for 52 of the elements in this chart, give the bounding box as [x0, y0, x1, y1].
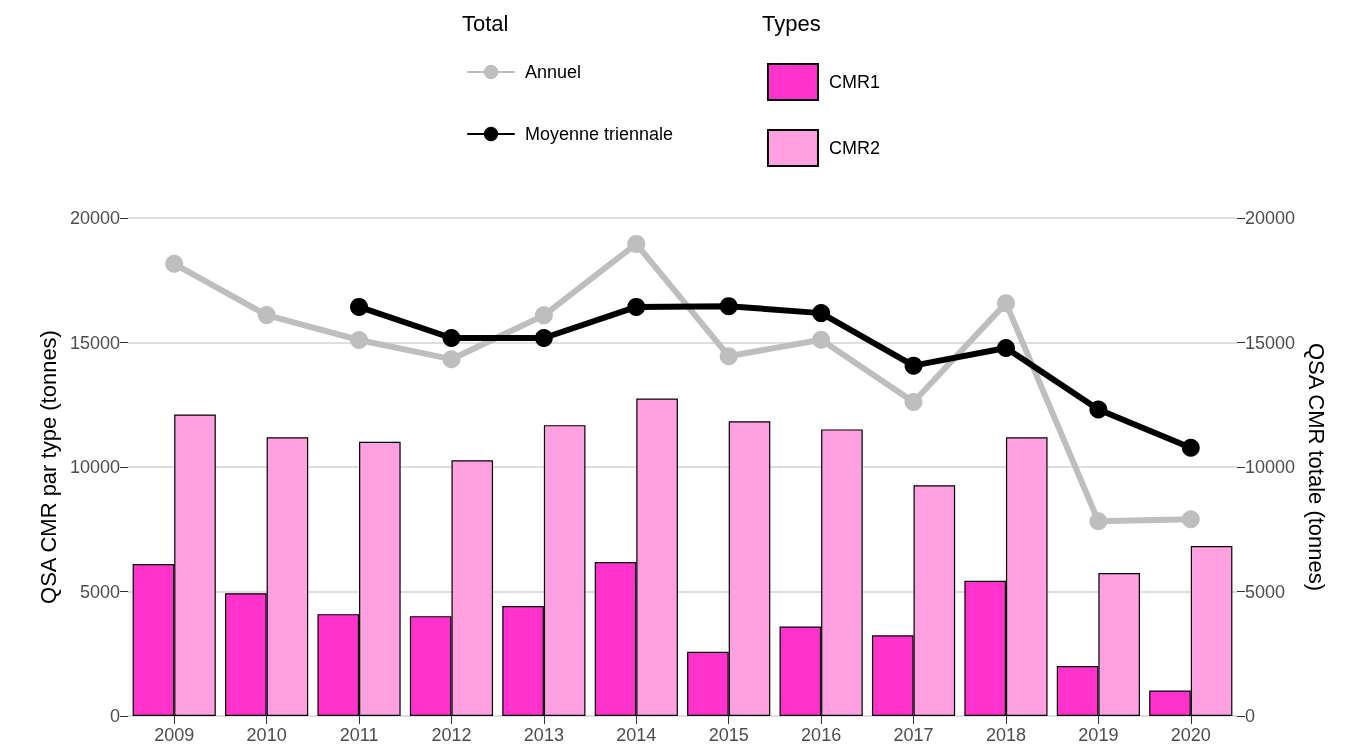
y2-tick-label: 20000	[1245, 208, 1296, 228]
legend-label: CMR2	[829, 138, 881, 158]
x-tick-label: 2020	[1170, 725, 1211, 745]
y-axis-title: QSA CMR par type (tonnes)	[35, 330, 61, 604]
y-tick-label: 10000	[69, 457, 120, 477]
point	[996, 294, 1015, 313]
point	[719, 297, 738, 316]
point	[812, 304, 831, 323]
x-tick-label: 2018	[985, 725, 1026, 745]
point	[996, 338, 1015, 357]
point	[442, 329, 461, 348]
text: Total	[462, 10, 509, 36]
point	[1089, 512, 1108, 531]
x-tick-label: 2017	[893, 725, 934, 745]
point	[719, 347, 738, 366]
legend-label: CMR1	[829, 72, 881, 92]
x-tick-label: 2015	[708, 725, 749, 745]
y-tick-label: 5000	[79, 581, 120, 602]
point	[165, 254, 184, 273]
point	[627, 297, 646, 316]
y2-tick-label: 10000	[1245, 457, 1296, 477]
x-tick-label: 2016	[801, 725, 842, 745]
x-tick-label: 2019	[1078, 725, 1119, 745]
point	[904, 393, 923, 412]
y-tick-label: 20000	[69, 208, 120, 228]
point	[257, 306, 276, 325]
x-tick-label: 2014	[616, 725, 657, 745]
point	[1181, 510, 1200, 529]
y-tick-label: 15000	[69, 332, 120, 353]
point	[534, 306, 553, 325]
point	[812, 330, 831, 349]
point	[1181, 438, 1200, 457]
y2-tick-label: 0	[1245, 706, 1256, 726]
point	[1089, 400, 1108, 419]
point	[442, 350, 461, 369]
text: Types	[762, 10, 821, 36]
x-tick-label: 2013	[523, 725, 564, 745]
y2-tick-label: 15000	[1245, 332, 1296, 353]
x-tick-label: 2009	[154, 725, 195, 745]
point	[904, 356, 923, 375]
x-tick-label: 2012	[431, 725, 472, 745]
y2-axis-title: QSA CMR totale (tonnes)	[1304, 342, 1330, 592]
y-tick-label: 0	[109, 706, 120, 726]
y2-tick-label: 5000	[1245, 581, 1286, 602]
point	[534, 329, 553, 348]
point	[350, 331, 369, 349]
point	[627, 234, 646, 253]
legend-label: Moyenne triennale	[525, 124, 674, 144]
point	[350, 297, 369, 316]
x-tick-label: 2011	[339, 725, 379, 745]
x-tick-label: 2010	[246, 725, 287, 745]
legend-label: Annuel	[525, 62, 582, 82]
